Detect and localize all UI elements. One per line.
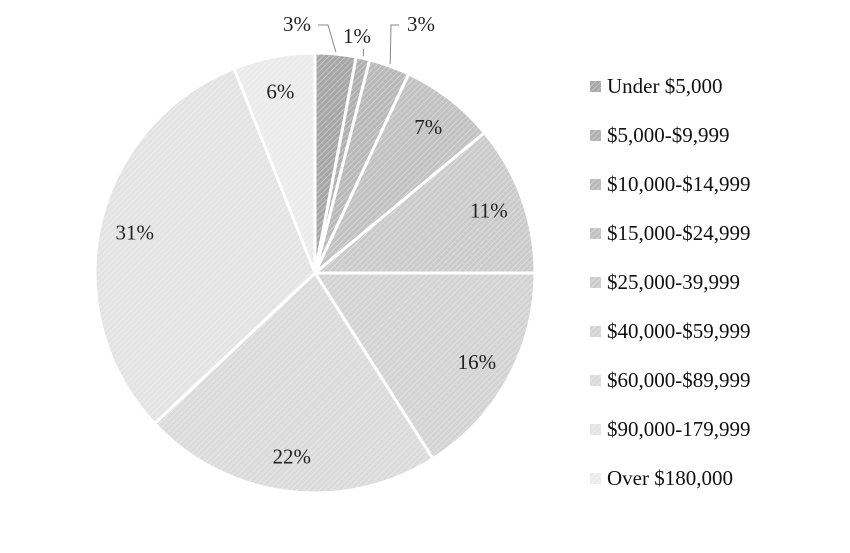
slice-label-2: 1% [343,24,371,48]
slice-label-9: 6% [266,80,294,104]
legend-label: $60,000-$89,999 [607,368,751,392]
legend-label: Under $5,000 [607,74,723,98]
legend-item: $25,000-39,999 [590,258,840,307]
legend-swatch [590,473,601,484]
slice-label-1: 3% [283,12,311,36]
legend-item: $10,000-$14,999 [590,160,840,209]
legend-swatch [590,179,601,190]
legend-swatch [590,228,601,239]
legend-label: $15,000-$24,999 [607,221,751,245]
legend-swatch [590,375,601,386]
leader-line-3 [389,24,399,65]
legend-item: $60,000-$89,999 [590,356,840,405]
pie-slice-7 [152,270,435,495]
legend-swatch [590,81,601,92]
legend-swatch [590,326,601,337]
slice-label-7: 22% [273,444,312,468]
slice-label-5: 11% [470,198,508,222]
leader-line-1 [318,24,337,53]
legend-swatch [590,424,601,435]
legend-item: Under $5,000 [590,62,840,111]
slice-label-3: 3% [407,12,435,36]
pie-slice-8 [93,66,317,426]
legend-label: $5,000-$9,999 [607,123,730,147]
legend-item: $15,000-$24,999 [590,209,840,258]
legend-label: $25,000-39,999 [607,270,740,294]
slice-labels: 3% 1% 3% 7% 11% 16% 22% 31% 6% [115,12,507,468]
legend-label: $40,000-$59,999 [607,319,751,343]
slice-label-8: 31% [115,221,154,245]
legend: Under $5,000 $5,000-$9,999 $10,000-$14,999… [590,62,840,503]
pie-slice-9 [232,51,317,274]
legend-item: Over $180,000 [590,454,840,503]
pie-slices [93,51,537,495]
pie-slice-5 [310,130,537,275]
legend-swatch [590,130,601,141]
slice-label-4: 7% [414,115,442,139]
legend-swatch [590,277,601,288]
legend-item: $5,000-$9,999 [590,111,840,160]
pie-slice-6 [312,271,537,461]
legend-item: $90,000-179,999 [590,405,840,454]
legend-label: Over $180,000 [607,466,733,490]
leader-lines [318,24,399,65]
legend-label: $10,000-$14,999 [607,172,751,196]
legend-item: $40,000-$59,999 [590,307,840,356]
legend-label: $90,000-179,999 [607,417,751,441]
slice-label-6: 16% [458,350,497,374]
